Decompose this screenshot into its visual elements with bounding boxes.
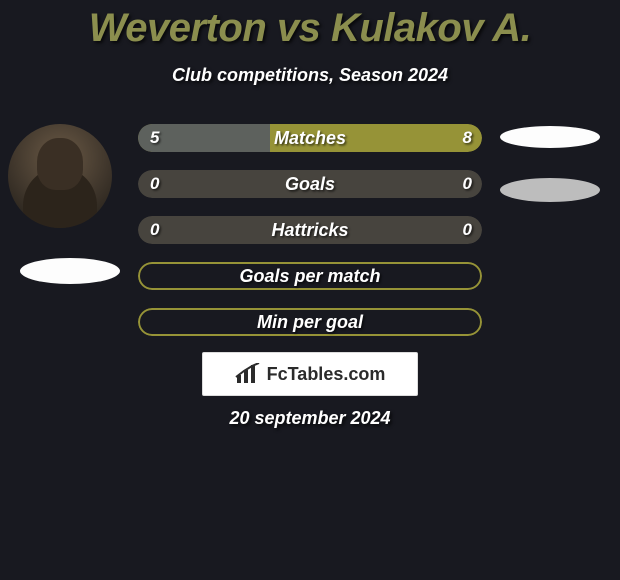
player-right-club-logo-1 xyxy=(500,126,600,148)
stat-bar: Hattricks00 xyxy=(138,216,482,244)
stat-bar-track xyxy=(138,308,482,336)
site-logo: FcTables.com xyxy=(202,352,418,396)
stat-bar: Goals per match xyxy=(138,262,482,290)
site-logo-text: FcTables.com xyxy=(267,364,386,385)
stat-bar-left-fill xyxy=(138,124,270,152)
bar-chart-icon xyxy=(235,363,261,385)
stat-bar: Matches58 xyxy=(138,124,482,152)
date-label: 20 september 2024 xyxy=(0,408,620,429)
stat-bar-track xyxy=(138,262,482,290)
stat-bar-track xyxy=(138,216,482,244)
comparison-bars: Matches58 Goals00 Hattricks00 Goals per mat… xyxy=(138,124,482,354)
stat-bar: Min per goal xyxy=(138,308,482,336)
stat-bar: Goals00 xyxy=(138,170,482,198)
subtitle: Club competitions, Season 2024 xyxy=(0,65,620,86)
player-left-club-logo xyxy=(20,258,120,284)
stat-bar-track xyxy=(138,170,482,198)
player-left-avatar xyxy=(8,124,112,228)
page-title: Weverton vs Kulakov A. xyxy=(0,0,620,51)
player-right-club-logo-2 xyxy=(500,178,600,202)
